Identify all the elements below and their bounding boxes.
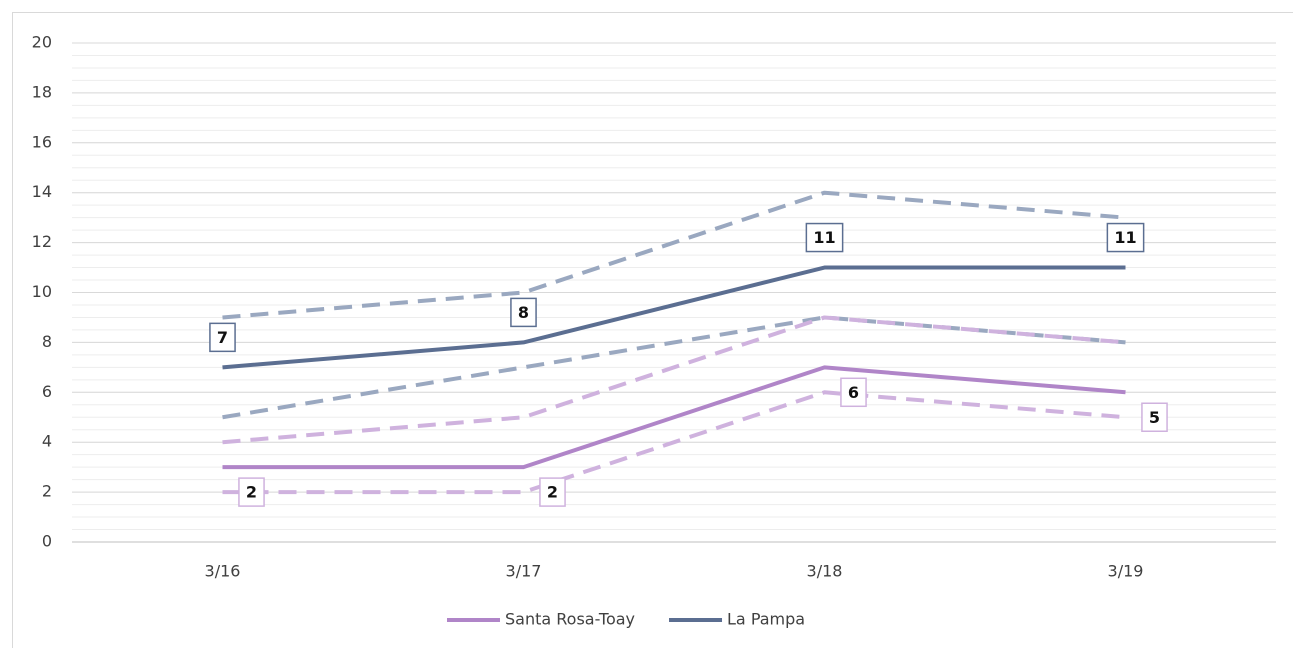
data-label-box [1106, 222, 1145, 253]
data-label-box [539, 477, 566, 507]
data-label: 2 [547, 483, 558, 502]
series-line [222, 315, 1126, 445]
y-tick-label: 2 [42, 482, 52, 501]
x-tick-label: 3/19 [1108, 562, 1144, 581]
data-label-box [510, 297, 537, 328]
x-tick-label: 3/18 [807, 562, 843, 581]
y-tick-label: 14 [32, 182, 52, 201]
x-tick-label: 3/17 [506, 562, 542, 581]
y-tick-label: 12 [32, 232, 52, 251]
data-label-box [238, 477, 265, 507]
series-line [222, 390, 1126, 495]
data-label-box [805, 222, 844, 253]
y-tick-label: 16 [32, 132, 52, 151]
data-label: 8 [518, 303, 529, 322]
y-tick-label: 8 [42, 332, 52, 351]
y-tick-label: 20 [32, 33, 52, 52]
legend-label: La Pampa [727, 610, 805, 629]
legend-label: Santa Rosa-Toay [505, 610, 635, 629]
data-label-box [1141, 402, 1168, 432]
y-tick-label: 18 [32, 82, 52, 101]
series-line [222, 265, 1126, 370]
series-line [222, 365, 1126, 470]
data-label: 11 [1114, 228, 1136, 247]
data-label: 2 [246, 483, 257, 502]
y-tick-label: 10 [32, 282, 52, 301]
x-tick-label: 3/16 [205, 562, 241, 581]
y-tick-label: 6 [42, 382, 52, 401]
data-label: 11 [813, 228, 835, 247]
chart-frame [12, 12, 1293, 648]
y-tick-label: 4 [42, 432, 52, 451]
data-label: 7 [217, 328, 228, 347]
y-tick-label: 0 [42, 532, 52, 551]
data-label: 5 [1149, 408, 1160, 427]
series-line [222, 190, 1126, 320]
data-label-box [209, 322, 236, 353]
data-label: 6 [848, 383, 859, 402]
data-label-box [840, 377, 867, 408]
